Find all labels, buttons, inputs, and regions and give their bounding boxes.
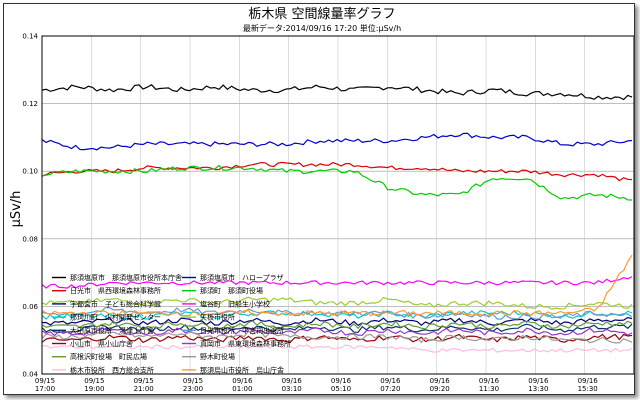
legend-label: 那須塩原市 ハロープラザ (200, 273, 284, 282)
legend-label: 大田原市役所 湯津上庁舎 (70, 326, 154, 335)
legend-label: 高根沢町役場 町民広場 (70, 352, 147, 361)
x-tick-time: 19:00 (84, 385, 104, 393)
series-line (41, 327, 633, 337)
series-line (41, 316, 633, 327)
series-line (41, 276, 633, 289)
y-tick-label: 0.08 (22, 235, 38, 243)
x-tick-date: 09/16 (578, 377, 599, 385)
x-tick-time: 07:20 (380, 385, 400, 393)
series-line (41, 254, 633, 317)
x-tick-time: 11:30 (479, 385, 499, 393)
legend-label: 真岡市 県東環境森林事務所 (200, 339, 291, 348)
legend-label: 野木町役場 (200, 352, 235, 361)
legend-label: 矢板市役所 (200, 313, 235, 322)
y-tick-labels: 0.04 0.06 0.08 0.10 0.12 0.14 (22, 33, 38, 379)
x-tick-date: 09/15 (183, 377, 203, 385)
x-tick-date: 09/16 (528, 377, 549, 385)
x-tick-date: 09/16 (380, 377, 401, 385)
y-tick-label: 0.04 (22, 371, 38, 379)
x-tick-date: 09/16 (331, 377, 352, 385)
x-tick-date: 09/15 (84, 377, 104, 385)
legend-label: 那珂川町 山村開発センター (70, 313, 161, 322)
x-tick-date: 09/16 (479, 377, 500, 385)
series-line (41, 323, 633, 334)
x-tick-time: 15:30 (578, 385, 598, 393)
series-line (41, 306, 633, 320)
x-tick-time: 03:10 (282, 385, 302, 393)
series-line (41, 132, 633, 151)
legend-label: 栃木市役所 西方総合支所 (70, 365, 154, 374)
chart-frame: 栃木県 空間線量率グラフ 最新データ:2014/09/16 17:20 単位:μ… (3, 3, 635, 395)
x-tick-time: 21:00 (134, 385, 154, 393)
legend-label: 那須町 那須町役場 (200, 286, 263, 295)
x-tick-time: 23:00 (183, 385, 203, 393)
series-line (41, 344, 633, 353)
series-layer (41, 84, 633, 353)
series-line (41, 84, 633, 101)
legend-label: 那須烏山市役所 烏山庁舎 (200, 365, 284, 374)
series-line (41, 164, 633, 201)
y-tick-label: 0.06 (22, 303, 38, 311)
legend-label: 那須塩原市 那須塩原市役所本庁舎 (70, 273, 182, 282)
legend-label: 日光市役所 中宮祠出張所 (200, 326, 284, 335)
chart-subtitle: 最新データ:2014/09/16 17:20 単位:μSv/h (243, 23, 401, 33)
x-tick-time: 05:10 (331, 385, 351, 393)
x-tick-time: 13:30 (528, 385, 548, 393)
legend-label: 小山市 県小山庁舎 (70, 339, 133, 348)
x-tick-date: 09/16 (430, 377, 451, 385)
y-tick-label: 0.10 (22, 168, 38, 176)
series-line (41, 320, 633, 330)
chart-title: 栃木県 空間線量率グラフ (248, 6, 395, 22)
y-tick-label: 0.12 (22, 100, 38, 108)
series-line (41, 161, 633, 182)
y-tick-label: 0.14 (22, 33, 38, 41)
x-tick-time: 01:00 (232, 385, 252, 393)
x-tick-labels: 09/1517:0009/1519:0009/1521:0009/1523:00… (35, 377, 598, 393)
x-tick-date: 09/16 (232, 377, 253, 385)
x-tick-date: 09/15 (134, 377, 154, 385)
series-line (41, 296, 633, 310)
x-tick-time: 09:20 (430, 385, 450, 393)
legend-label: 塩谷町 旧船生小学校 (200, 299, 270, 308)
legend-label: 日光市 県西環境森林事務所 (70, 286, 161, 295)
x-tick-date: 09/16 (282, 377, 303, 385)
series-line (41, 333, 633, 344)
y-axis-label: μSv/h (9, 191, 24, 228)
x-tick-date: 09/15 (35, 377, 55, 385)
series-line (41, 330, 633, 344)
chart-canvas: 栃木県 空間線量率グラフ 最新データ:2014/09/16 17:20 単位:μ… (9, 6, 634, 393)
x-tick-time: 17:00 (35, 385, 55, 393)
legend-label: 宇都宮市 子ども総合科学館 (70, 299, 161, 308)
plot-border (41, 35, 634, 375)
